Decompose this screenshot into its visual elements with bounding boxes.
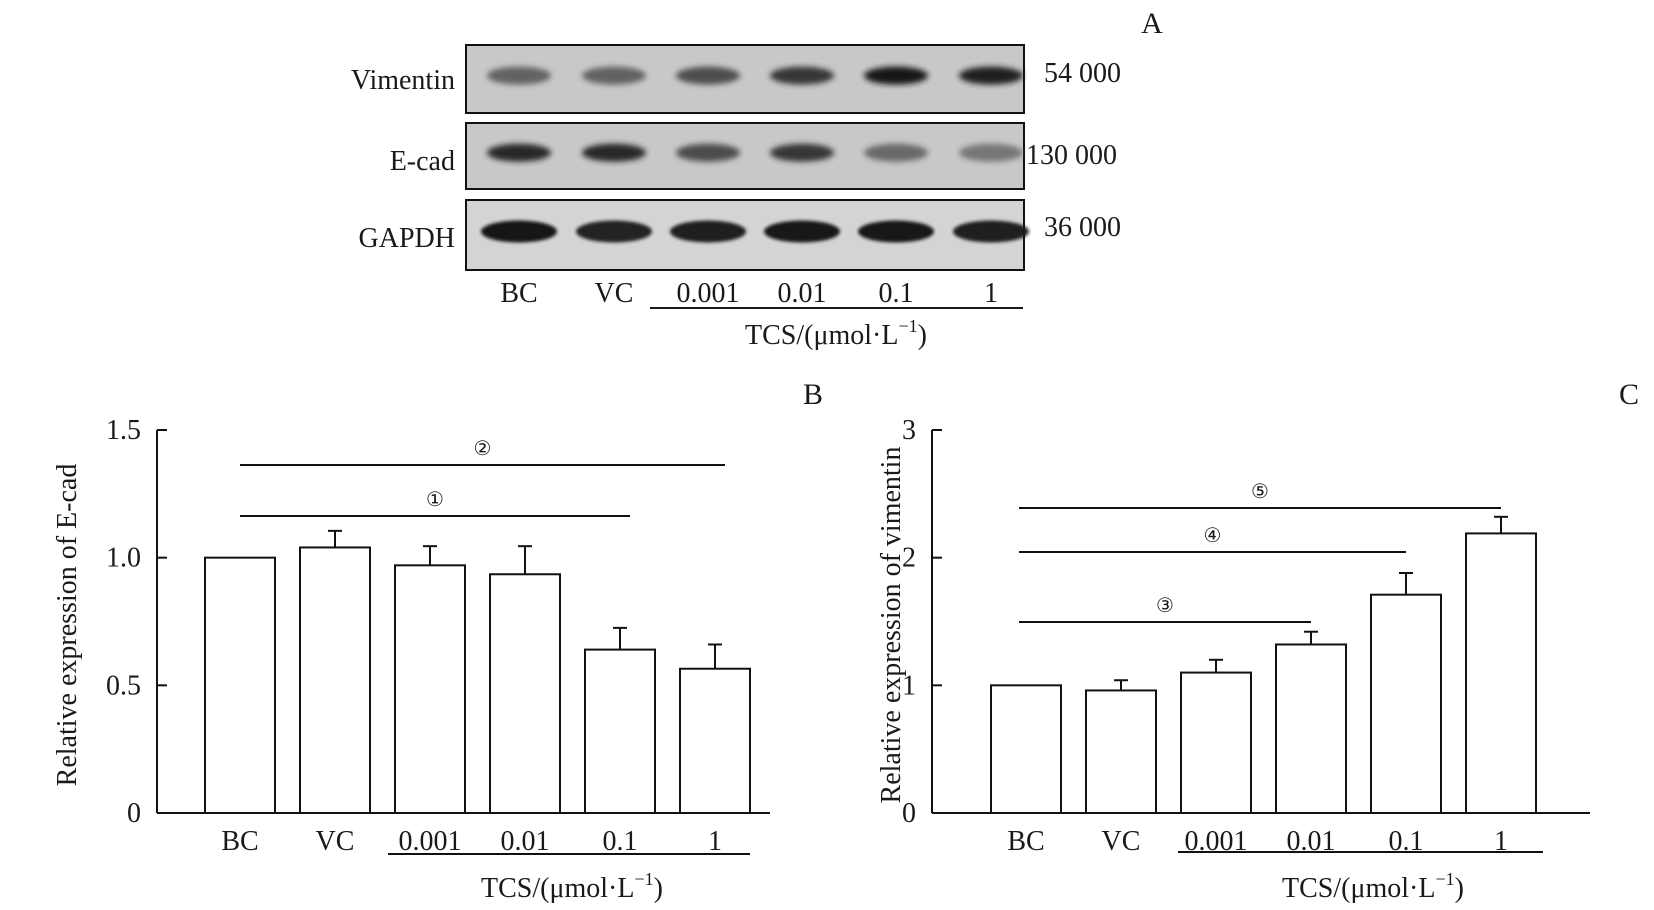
y-tick-label: 1.5: [106, 415, 141, 446]
lane-label: VC: [595, 278, 634, 309]
blot-band: [953, 220, 1029, 243]
x-tick-label: BC: [1007, 826, 1044, 857]
blot-band: [481, 220, 557, 243]
blot-band: [670, 220, 746, 243]
bar: [204, 556, 276, 815]
blot-band: [770, 66, 834, 85]
blot-box: [465, 122, 1025, 190]
blot-band: [676, 66, 740, 85]
significance-marker: ②: [474, 438, 492, 460]
blot-band: [487, 66, 551, 85]
bar: [990, 684, 1062, 814]
tcs-group-label-a: TCS/(μmol·L−1): [745, 316, 927, 351]
blot-band: [959, 66, 1023, 85]
mw-label-gapdh: 36 000: [1044, 212, 1121, 243]
y-tick-label: 0: [127, 798, 141, 829]
blot-box: [465, 44, 1025, 114]
mw-label-ecad: 130 000: [1026, 140, 1117, 171]
bar: [1465, 532, 1537, 814]
blot-band: [764, 220, 840, 243]
panel-c-group-label: TCS/(μmol·L−1): [1282, 869, 1464, 904]
blot-band: [487, 143, 551, 162]
blot-row-label-vimentin: Vimentin: [351, 65, 455, 96]
significance-marker: ①: [426, 489, 444, 511]
y-tick-label: 2: [902, 543, 916, 574]
blot-row-label-ecad: E-cad: [390, 146, 455, 177]
x-tick-label: 0.01: [501, 826, 550, 857]
panel-b-group-label: TCS/(μmol·L−1): [481, 869, 663, 904]
blot-row-label-gapdh: GAPDH: [359, 223, 455, 254]
bar: [1180, 671, 1252, 814]
blot-images: [465, 44, 1029, 271]
panel-b-label: B: [803, 378, 823, 411]
blot-band: [864, 143, 928, 162]
y-tick-label: 0: [902, 798, 916, 829]
blot-band: [959, 143, 1023, 162]
mw-label-vimentin: 54 000: [1044, 58, 1121, 89]
lane-label: 0.1: [879, 278, 914, 309]
bar: [1085, 689, 1157, 814]
x-tick-label: 0.1: [603, 826, 638, 857]
blot-band: [582, 66, 646, 85]
panel-c-ylabel: Relative expression of vimentin: [876, 447, 907, 804]
bar: [394, 564, 466, 814]
lane-label: 0.001: [677, 278, 740, 309]
lane-labels: BC VC 0.001 0.01 0.1 1: [500, 278, 998, 309]
y-tick-label: 1: [902, 670, 916, 701]
blot-band: [582, 143, 646, 162]
panel-b-ylabel: Relative expression of E-cad: [52, 464, 83, 787]
significance-marker: ④: [1204, 525, 1222, 547]
blot-band: [576, 220, 652, 243]
significance-marker: ③: [1156, 595, 1174, 617]
x-tick-label: 1: [708, 826, 722, 857]
bar: [1275, 643, 1347, 814]
blot-band: [864, 66, 928, 85]
x-tick-label: BC: [221, 826, 258, 857]
significance-marker: ⑤: [1251, 481, 1269, 503]
bar: [299, 546, 371, 814]
x-tick-label: VC: [316, 826, 355, 857]
y-tick-label: 1.0: [106, 543, 141, 574]
panel-c-chart: C Relative expression of vimentin 0 1 2 3 BC…: [876, 378, 1639, 904]
bar: [1370, 593, 1442, 814]
panel-b-chart: B Relative expression of E-cad 0 0.5 1.0 1.…: [52, 378, 823, 904]
lane-label: BC: [500, 278, 537, 309]
bar: [679, 667, 751, 815]
bar: [584, 648, 656, 814]
panel-b-plot: 0 0.5 1.0 1.5 BC VC 0.001 0.01 0.1 1 ① ②: [106, 415, 770, 857]
panel-a: A Vimentin E-cad GAPDH 54 000 130 000 36…: [351, 7, 1163, 351]
x-tick-label: 1: [1494, 826, 1508, 857]
x-tick-label: 0.001: [399, 826, 462, 857]
x-tick-label: VC: [1102, 826, 1141, 857]
blot-band: [676, 143, 740, 162]
bar: [489, 573, 561, 814]
blot-band: [770, 143, 834, 162]
panel-a-label: A: [1141, 7, 1163, 40]
y-tick-label: 0.5: [106, 670, 141, 701]
blot-band: [858, 220, 934, 243]
lane-label: 0.01: [778, 278, 827, 309]
y-tick-label: 3: [902, 415, 916, 446]
panel-c-label: C: [1619, 378, 1639, 411]
lane-label: 1: [984, 278, 998, 309]
